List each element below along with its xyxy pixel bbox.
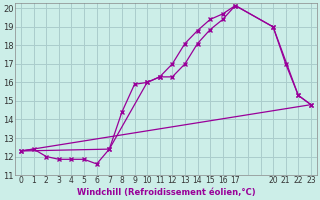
X-axis label: Windchill (Refroidissement éolien,°C): Windchill (Refroidissement éolien,°C) (77, 188, 255, 197)
